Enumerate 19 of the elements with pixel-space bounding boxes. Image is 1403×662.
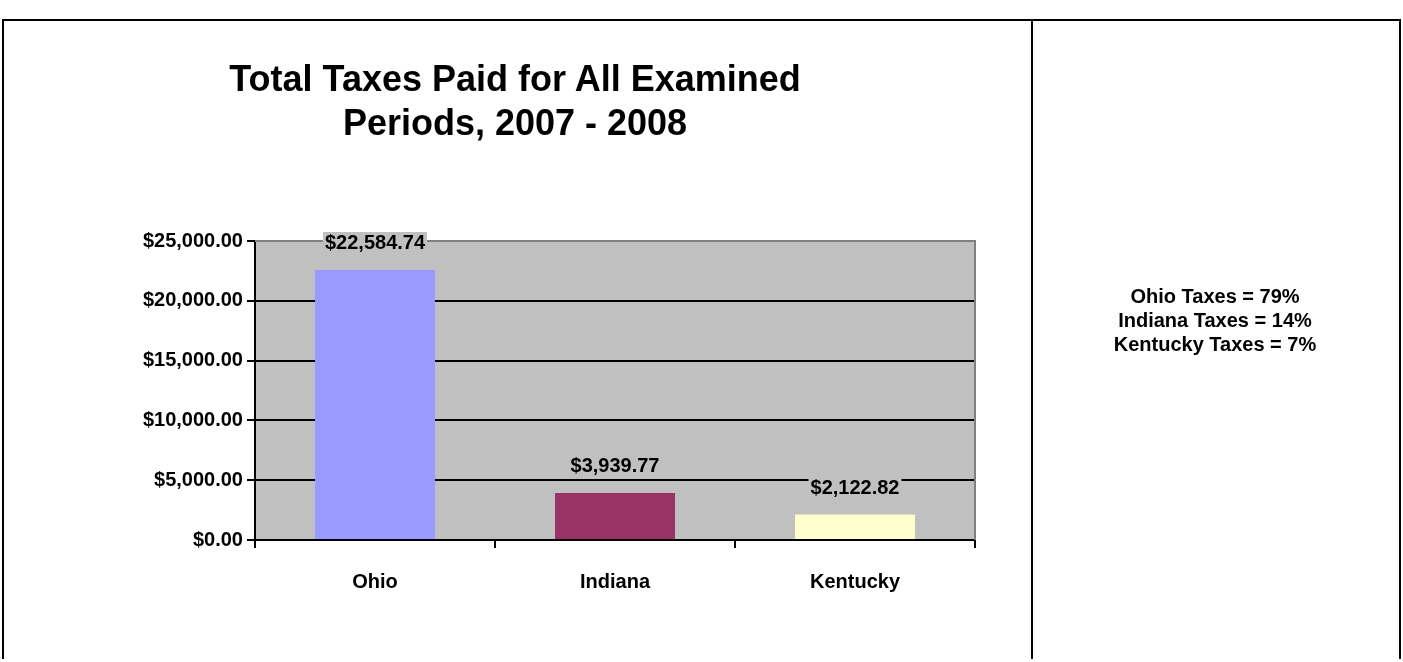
- data-label: $2,122.82: [810, 476, 900, 499]
- x-tick-label: Indiana: [579, 569, 651, 592]
- bar: [315, 269, 435, 539]
- bar: [555, 492, 675, 539]
- y-tick-label: $10,000.00: [142, 407, 243, 430]
- y-tick-label: $0.00: [192, 527, 243, 550]
- text: Ohio Taxes = 79%: [1130, 284, 1300, 308]
- data-label: $22,584.74: [324, 231, 426, 254]
- text: Kentucky Taxes = 7%: [1113, 332, 1317, 356]
- text: Indiana Taxes = 14%: [1118, 308, 1312, 332]
- y-tick-label: $20,000.00: [142, 288, 243, 311]
- y-tick-label: $15,000.00: [142, 348, 243, 371]
- x-tick-label: Kentucky: [809, 569, 901, 592]
- y-tick-label: $5,000.00: [154, 467, 243, 490]
- bar: [795, 514, 915, 539]
- y-tick-label: $25,000.00: [142, 228, 243, 251]
- data-label: $3,939.77: [570, 454, 660, 477]
- x-tick-label: Ohio: [352, 569, 398, 592]
- chart-title: Total Taxes Paid for All Examined Periods, 2007 - 2008: [229, 57, 801, 143]
